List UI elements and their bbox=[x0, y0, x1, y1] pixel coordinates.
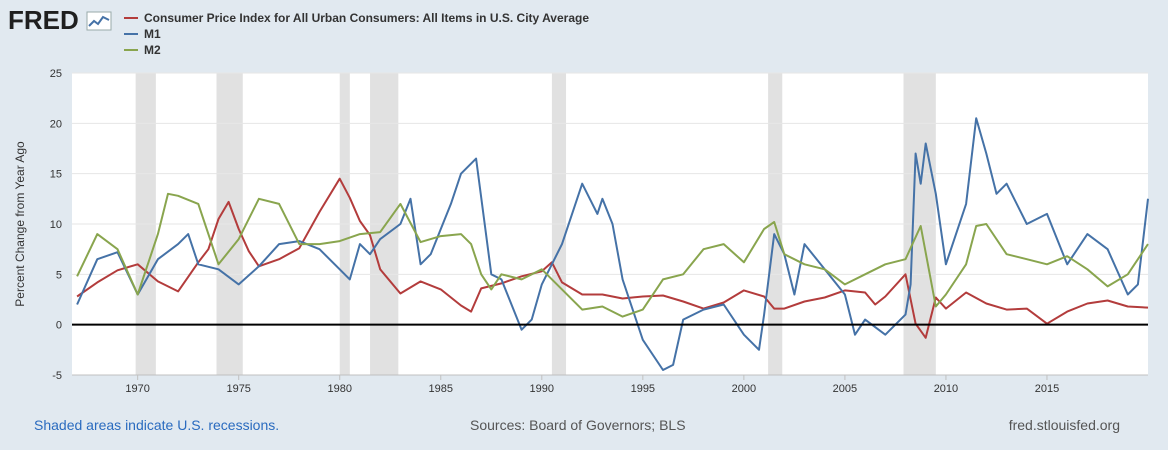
y-tick-label-20: 20 bbox=[50, 118, 62, 130]
legend-swatch-m2 bbox=[124, 49, 138, 51]
recession-note-link[interactable]: Shaded areas indicate U.S. recessions. bbox=[34, 417, 280, 433]
y-tick-label-0: 0 bbox=[56, 320, 62, 332]
series-line-m1 bbox=[76, 117, 1149, 371]
fred-logo-text: FRED bbox=[8, 5, 79, 35]
legend-swatch-m1 bbox=[124, 33, 138, 35]
y-tick-label-10: 10 bbox=[50, 219, 62, 231]
legend-label-m1: M1 bbox=[144, 27, 161, 41]
legend-item-m2[interactable]: M2 bbox=[124, 42, 589, 58]
y-tick-label--5: -5 bbox=[52, 370, 62, 382]
y-tick-label-15: 15 bbox=[50, 169, 62, 181]
axes: -5 0 5 10 15 20 25 1970 1975 1980 1985 1990 1995 2000… bbox=[50, 68, 1148, 395]
legend-item-cpi[interactable]: Consumer Price Index for All Urban Consu… bbox=[124, 10, 589, 26]
series-lines bbox=[76, 117, 1149, 371]
legend-item-m1[interactable]: M1 bbox=[124, 26, 589, 42]
fred-logo[interactable]: FRED bbox=[8, 5, 112, 36]
site-url[interactable]: fred.stlouisfed.org bbox=[1008, 417, 1120, 433]
legend-label-cpi: Consumer Price Index for All Urban Consu… bbox=[144, 11, 589, 25]
x-tick-label-2010: 2010 bbox=[934, 383, 958, 395]
x-tick-label-2015: 2015 bbox=[1035, 383, 1059, 395]
x-tick-label-1980: 1980 bbox=[327, 383, 351, 395]
x-tick-label-1970: 1970 bbox=[125, 383, 149, 395]
sources-text: Sources: Board of Governors; BLS bbox=[470, 417, 686, 433]
legend: Consumer Price Index for All Urban Consu… bbox=[124, 10, 589, 58]
x-tick-label-1990: 1990 bbox=[530, 383, 554, 395]
x-tick-label-1975: 1975 bbox=[226, 383, 250, 395]
x-tick-label-2005: 2005 bbox=[833, 383, 857, 395]
x-tick-label-1985: 1985 bbox=[429, 383, 453, 395]
y-tick-label-5: 5 bbox=[56, 269, 62, 281]
legend-swatch-cpi bbox=[124, 17, 138, 19]
x-tick-label-1995: 1995 bbox=[631, 383, 655, 395]
series-line-m2 bbox=[76, 192, 1149, 318]
legend-label-m2: M2 bbox=[144, 43, 161, 57]
y-tick-label-25: 25 bbox=[50, 68, 62, 80]
line-chart-icon bbox=[86, 11, 112, 31]
y-axis-label: Percent Change from Year Ago bbox=[13, 141, 27, 307]
x-tick-label-2000: 2000 bbox=[732, 383, 756, 395]
